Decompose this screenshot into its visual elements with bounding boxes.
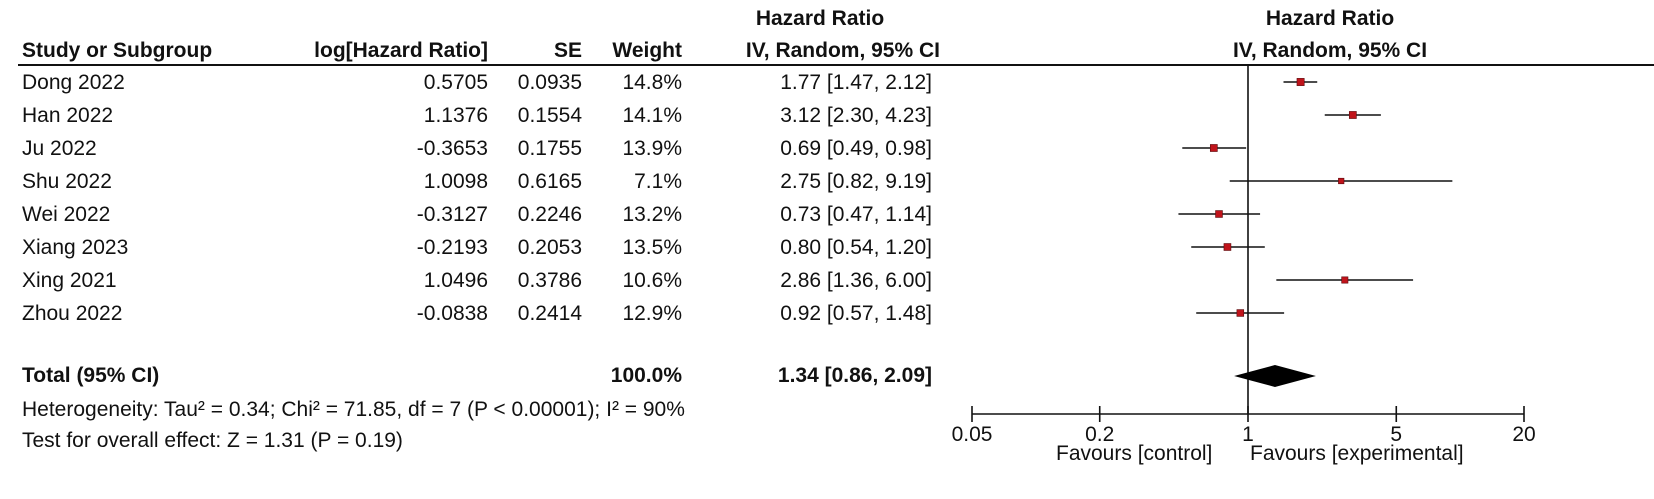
favours-experimental-label: Favours [experimental]	[1250, 442, 1464, 465]
se-value: 0.1554	[517, 104, 582, 127]
study-marker	[1348, 111, 1357, 119]
study-marker	[1341, 276, 1349, 284]
log-hr-value: -0.3127	[416, 203, 488, 226]
log-hr-value: -0.0838	[416, 302, 488, 325]
heterogeneity-text: Heterogeneity: Tau² = 0.34; Chi² = 71.85…	[22, 398, 685, 421]
log-hr-value: 0.5705	[423, 71, 488, 94]
log-hr-value: -0.3653	[416, 137, 488, 160]
col-header-log-hr: log[Hazard Ratio]	[314, 39, 488, 62]
se-value: 0.2246	[517, 203, 582, 226]
pooled-diamond	[1234, 365, 1316, 387]
log-hr-value: 1.0496	[423, 269, 488, 292]
ci-value: 0.92 [0.57, 1.48]	[780, 302, 932, 325]
x-tick-label: 5	[1390, 423, 1403, 446]
total-weight: 100.0%	[610, 364, 682, 387]
x-tick-label: 1	[1242, 423, 1254, 446]
ci-value: 2.86 [1.36, 6.00]	[780, 269, 932, 292]
weight-value: 13.5%	[622, 236, 682, 259]
x-tick-label: 0.2	[1085, 423, 1115, 446]
total-ci: 1.34 [0.86, 2.09]	[777, 364, 932, 387]
se-value: 0.1755	[517, 137, 582, 160]
study-marker	[1215, 210, 1223, 218]
total-label: Total (95% CI)	[22, 364, 160, 387]
plot-header-ci: IV, Random, 95% CI	[1232, 39, 1428, 62]
se-value: 0.3786	[517, 269, 582, 292]
log-hr-value: 1.0098	[423, 170, 488, 193]
ci-value: 0.69 [0.49, 0.98]	[780, 137, 932, 160]
weight-value: 10.6%	[622, 269, 682, 292]
plot-header-hr-title: Hazard Ratio	[1265, 7, 1395, 30]
study-name: Shu 2022	[22, 170, 112, 193]
x-tick-label: 20	[1512, 423, 1536, 446]
favours-control-label: Favours [control]	[1056, 442, 1213, 465]
study-name: Xing 2021	[22, 269, 117, 292]
col-header-weight: Weight	[612, 39, 682, 62]
study-name: Ju 2022	[22, 137, 97, 160]
x-tick-label: 0.05	[951, 423, 993, 446]
ci-value: 0.73 [0.47, 1.14]	[780, 203, 932, 226]
study-marker	[1338, 177, 1345, 185]
table-header-hr-title: Hazard Ratio	[755, 7, 885, 30]
ci-value: 0.80 [0.54, 1.20]	[780, 236, 932, 259]
se-value: 0.2053	[517, 236, 582, 259]
study-marker	[1236, 309, 1245, 317]
study-marker	[1209, 144, 1218, 152]
ci-value: 2.75 [0.82, 9.19]	[780, 170, 932, 193]
weight-value: 12.9%	[622, 302, 682, 325]
ci-value: 1.77 [1.47, 2.12]	[780, 71, 932, 94]
study-name: Xiang 2023	[22, 236, 129, 259]
study-name: Han 2022	[22, 104, 114, 127]
header-rule	[18, 64, 1654, 66]
weight-value: 13.2%	[622, 203, 682, 226]
weight-value: 7.1%	[634, 170, 682, 193]
weight-value: 14.1%	[622, 104, 682, 127]
study-name: Zhou 2022	[22, 302, 123, 325]
ci-value: 3.12 [2.30, 4.23]	[780, 104, 932, 127]
study-marker	[1296, 78, 1305, 86]
study-name: Wei 2022	[22, 203, 111, 226]
log-hr-value: 1.1376	[423, 104, 488, 127]
col-header-study: Study or Subgroup	[22, 39, 213, 62]
weight-value: 13.9%	[622, 137, 682, 160]
log-hr-value: -0.2193	[416, 236, 488, 259]
study-marker	[1223, 243, 1232, 251]
se-value: 0.0935	[517, 71, 582, 94]
overall-effect-text: Test for overall effect: Z = 1.31 (P = 0…	[22, 429, 403, 452]
se-value: 0.2414	[517, 302, 582, 325]
se-value: 0.6165	[517, 170, 582, 193]
col-header-ci: IV, Random, 95% CI	[745, 39, 940, 62]
weight-value: 14.8%	[622, 71, 682, 94]
col-header-se: SE	[553, 39, 582, 62]
study-name: Dong 2022	[22, 71, 125, 94]
